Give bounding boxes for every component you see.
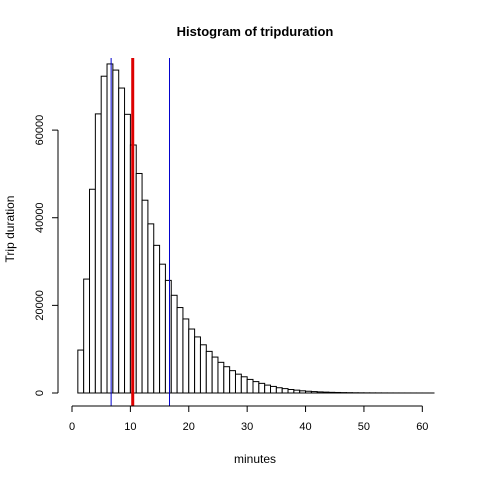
histogram-bar xyxy=(234,373,242,394)
histogram-bar xyxy=(100,75,108,394)
histogram-bar xyxy=(135,172,143,394)
histogram-bar xyxy=(275,387,283,394)
histogram-bar xyxy=(205,350,213,394)
histogram-bar xyxy=(118,87,126,394)
histogram-bar xyxy=(322,391,330,394)
histogram-bar xyxy=(258,382,266,394)
histogram-bar xyxy=(229,370,236,394)
reference-lines-group xyxy=(110,58,171,406)
x-tick-label: 10 xyxy=(124,421,136,433)
histogram-bar xyxy=(170,294,178,394)
x-tick-label: 30 xyxy=(241,421,253,433)
histogram-bar xyxy=(223,366,231,394)
x-tick-label: 20 xyxy=(183,421,195,433)
histogram-bar xyxy=(270,385,277,394)
histogram-bar xyxy=(305,390,312,394)
histogram-bar xyxy=(217,361,225,394)
x-tick-label: 0 xyxy=(69,421,75,433)
histogram-bar xyxy=(112,69,120,394)
histogram-bar xyxy=(77,349,85,394)
histogram-bar xyxy=(328,391,336,394)
histogram-bar xyxy=(159,263,166,394)
histogram-bar xyxy=(141,199,149,394)
x-axis: 0 10 20 30 40 50 60 xyxy=(69,405,428,433)
x-tick-label: 50 xyxy=(358,421,370,433)
bars-group xyxy=(77,63,435,394)
histogram-bar xyxy=(106,63,114,394)
y-tick-label: 60000 xyxy=(34,115,46,146)
histogram-bar xyxy=(281,388,289,394)
y-axis: 0 20000 40000 60000 xyxy=(34,115,59,396)
histogram-bar xyxy=(264,384,272,394)
histogram-bar xyxy=(287,388,295,394)
histogram-bar xyxy=(211,356,219,394)
histogram-bar xyxy=(334,391,342,394)
histogram-bar xyxy=(153,244,161,394)
histogram-bar xyxy=(147,223,155,394)
y-tick-label: 40000 xyxy=(34,202,46,233)
y-tick-label: 0 xyxy=(34,390,46,396)
y-axis-label: Trip duration xyxy=(3,196,17,263)
histogram-bar xyxy=(299,390,307,394)
histogram-bar xyxy=(89,188,96,394)
y-tick-label: 20000 xyxy=(34,290,46,321)
x-tick-label: 60 xyxy=(416,421,428,433)
histogram-bar xyxy=(240,376,248,394)
histogram-bar xyxy=(252,381,260,394)
histogram-bar xyxy=(164,279,172,394)
histogram-bar xyxy=(176,307,184,394)
histogram-bar xyxy=(293,389,301,394)
histogram-bar xyxy=(188,328,196,394)
histogram-bar xyxy=(194,336,201,394)
chart-title: Histogram of tripduration xyxy=(177,24,334,39)
histogram-bar xyxy=(94,113,102,394)
x-tick-label: 40 xyxy=(299,421,311,433)
histogram-bar xyxy=(316,391,324,394)
histogram-bar xyxy=(124,113,131,394)
histogram-bar xyxy=(182,318,190,394)
x-axis-label: minutes xyxy=(234,452,276,466)
histogram-bar xyxy=(310,391,318,394)
histogram-bar xyxy=(199,344,207,394)
histogram-bar xyxy=(83,278,91,394)
histogram-bar xyxy=(246,378,254,394)
